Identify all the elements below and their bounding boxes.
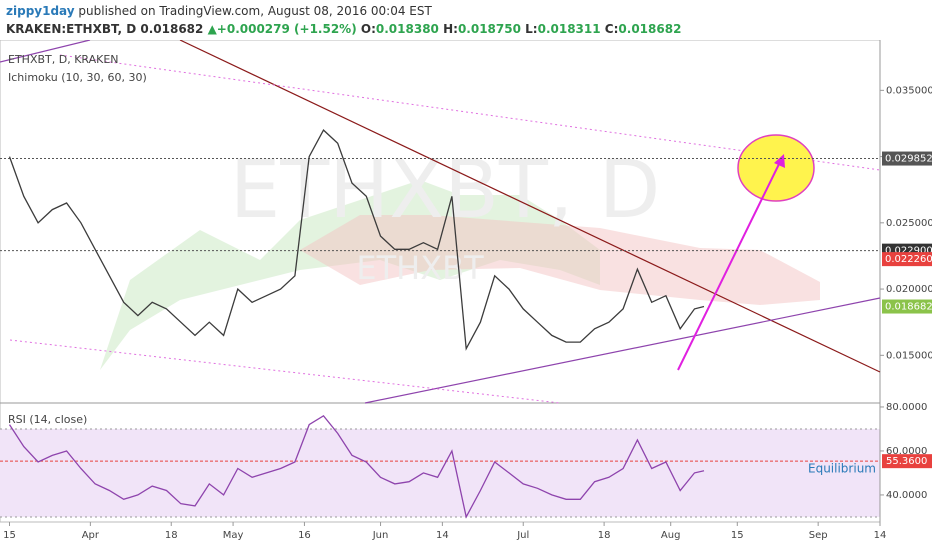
x-tick-label: 14 bbox=[436, 530, 449, 541]
annotation: Equilibrium bbox=[808, 462, 876, 476]
price-label: 0.022900 bbox=[885, 246, 932, 257]
indicator-title: Ichimoku (10, 30, 60, 30) bbox=[8, 71, 147, 84]
ohlc-value: 0.018750 bbox=[457, 22, 521, 36]
x-tick-label: May bbox=[223, 530, 244, 541]
ohlc-h: H: bbox=[443, 22, 458, 36]
trend-line bbox=[0, 40, 91, 63]
y-tick-label: 40.0000 bbox=[886, 490, 927, 501]
published: published on TradingView.com, August 08,… bbox=[78, 4, 432, 18]
y-tick-label: 0.020000 bbox=[886, 284, 932, 295]
arrow-head bbox=[774, 154, 785, 168]
x-tick-label: Sep bbox=[809, 530, 828, 541]
x-tick-label: Jul bbox=[516, 530, 529, 541]
watermark-sub: ETHXBT bbox=[356, 249, 484, 287]
publisher[interactable]: zippy1day bbox=[6, 4, 75, 18]
y-tick-label: 0.025000 bbox=[886, 218, 932, 229]
y-tick-label: 60.0000 bbox=[886, 446, 927, 457]
x-tick-label: Jun bbox=[372, 530, 389, 541]
pane-title: RSI (14, close) bbox=[8, 413, 87, 426]
x-tick-label: 16 bbox=[298, 530, 311, 541]
change: +0.000279 (+1.52%) bbox=[216, 22, 357, 36]
price-label-box bbox=[882, 151, 932, 166]
trend-line bbox=[179, 40, 881, 373]
channel-line bbox=[9, 339, 561, 404]
ohlc-value: 0.018380 bbox=[375, 22, 439, 36]
ohlc-c: C: bbox=[604, 22, 619, 36]
symbol-line: KRAKEN:ETHXBT, D 0.018682 ▲+0.000279 (+1… bbox=[6, 22, 681, 36]
x-tick-label: 18 bbox=[598, 530, 611, 541]
y-tick-label: 0.035000 bbox=[886, 85, 932, 96]
header: zippy1day published on TradingView.com, … bbox=[0, 0, 932, 40]
x-tick-label: Aug bbox=[661, 530, 681, 541]
level-label: 55.3600 bbox=[886, 456, 927, 467]
x-tick-label: Apr bbox=[82, 530, 100, 541]
series-line bbox=[8, 414, 705, 519]
level-label-box bbox=[882, 454, 932, 469]
trend-line bbox=[364, 297, 881, 404]
x-tick-label: 15 bbox=[3, 530, 16, 541]
publish-line: zippy1day published on TradingView.com, … bbox=[6, 4, 432, 18]
arrow: ▲ bbox=[207, 22, 217, 36]
x-tick-label: 15 bbox=[731, 530, 744, 541]
series-line bbox=[8, 129, 705, 351]
price-label: 0.022260 bbox=[885, 254, 932, 265]
ohlc-value: 0.018311 bbox=[537, 22, 601, 36]
x-tick-label: 18 bbox=[165, 530, 178, 541]
arrow bbox=[677, 159, 782, 371]
price-label: 0.029852 bbox=[885, 154, 932, 165]
pane-title: ETHXBT, D, KRAKEN bbox=[8, 53, 119, 66]
y-tick-label: 80.0000 bbox=[886, 402, 927, 413]
symbol: KRAKEN:ETHXBT, D bbox=[6, 22, 137, 36]
x-tick-label: 14 bbox=[874, 530, 887, 541]
price-label-box bbox=[882, 252, 932, 267]
price-label-box bbox=[882, 299, 932, 314]
y-tick-label: 0.015000 bbox=[886, 350, 932, 361]
chart: ETHXBT, D ETHXBT ETHXBT, D, KRAKEN Ichim… bbox=[0, 40, 932, 541]
ohlc-o: O: bbox=[360, 22, 376, 36]
last-price: 0.018682 bbox=[140, 22, 204, 36]
ohlc-l: L: bbox=[525, 22, 538, 36]
ohlc-value: 0.018682 bbox=[618, 22, 682, 36]
price-label: 0.018682 bbox=[885, 302, 932, 313]
